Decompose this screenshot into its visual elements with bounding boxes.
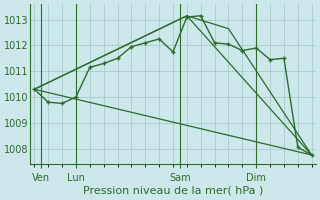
X-axis label: Pression niveau de la mer( hPa ): Pression niveau de la mer( hPa ) — [83, 186, 263, 196]
